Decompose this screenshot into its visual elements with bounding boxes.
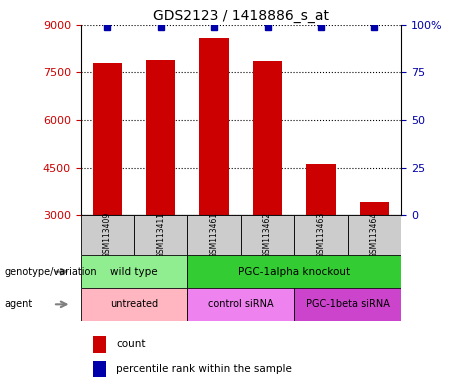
Text: agent: agent xyxy=(5,299,33,310)
Bar xyxy=(81,215,134,255)
Text: percentile rank within the sample: percentile rank within the sample xyxy=(116,364,292,374)
Text: GSM113462: GSM113462 xyxy=(263,212,272,258)
Bar xyxy=(188,215,241,255)
Text: GSM113409: GSM113409 xyxy=(103,212,112,258)
Text: GSM113411: GSM113411 xyxy=(156,212,165,258)
Bar xyxy=(81,255,188,288)
Text: GSM113461: GSM113461 xyxy=(210,212,219,258)
Bar xyxy=(94,361,106,377)
Title: GDS2123 / 1418886_s_at: GDS2123 / 1418886_s_at xyxy=(153,8,329,23)
Text: untreated: untreated xyxy=(110,299,158,310)
Text: wild type: wild type xyxy=(110,266,158,277)
Text: GSM113464: GSM113464 xyxy=(370,212,379,258)
Text: control siRNA: control siRNA xyxy=(208,299,274,310)
Bar xyxy=(188,255,401,288)
Bar xyxy=(241,215,294,255)
Bar xyxy=(93,63,122,215)
Text: PGC-1alpha knockout: PGC-1alpha knockout xyxy=(238,266,350,277)
Text: count: count xyxy=(116,339,145,349)
Bar xyxy=(253,61,282,215)
Text: GSM113463: GSM113463 xyxy=(316,212,325,258)
Text: PGC-1beta siRNA: PGC-1beta siRNA xyxy=(306,299,390,310)
Text: genotype/variation: genotype/variation xyxy=(5,266,97,277)
Bar xyxy=(348,215,401,255)
Bar xyxy=(134,215,188,255)
Bar xyxy=(94,336,106,353)
Bar xyxy=(294,215,348,255)
Bar xyxy=(188,288,294,321)
Bar xyxy=(146,60,176,215)
Bar xyxy=(360,202,389,215)
Bar xyxy=(294,288,401,321)
Bar xyxy=(306,164,336,215)
Bar xyxy=(81,288,188,321)
Bar xyxy=(200,38,229,215)
